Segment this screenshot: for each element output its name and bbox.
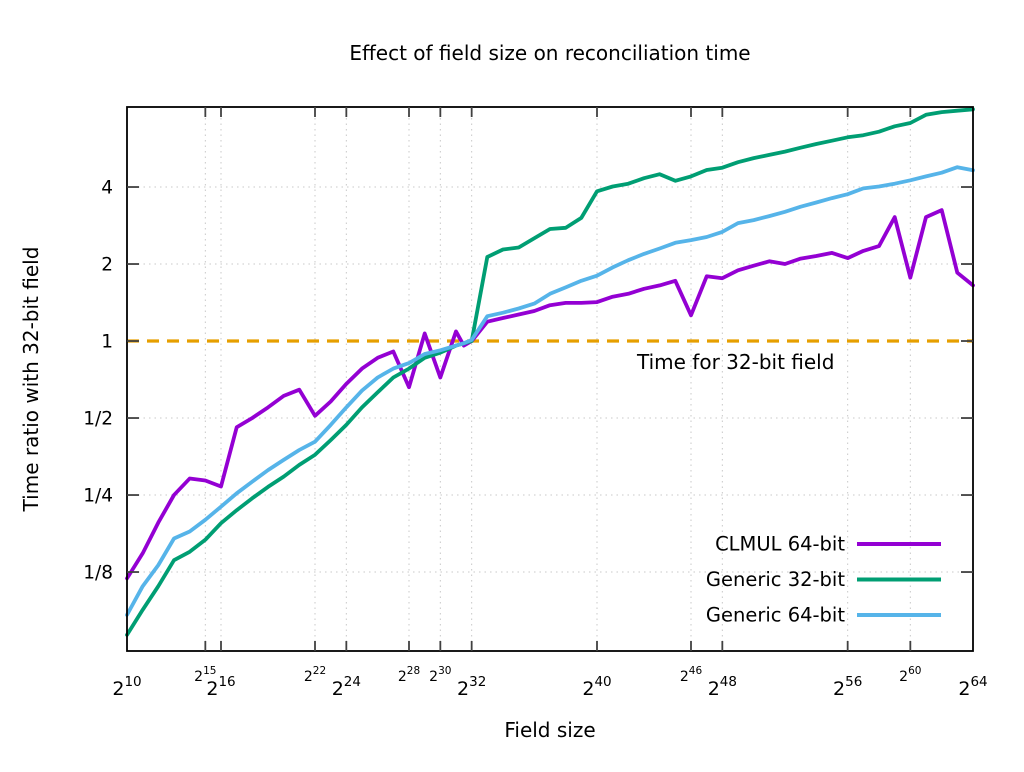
x-tick-label-2^24: 224 [332,674,361,700]
x-tick-labels: 210 216 224 232 240 248 256 264 215 222 228 230 246 2… [112,665,987,700]
x-axis-title: Field size [504,718,595,742]
x-tick-label-2^48: 248 [708,674,737,700]
legend: CLMUL 64-bit Generic 32-bit Generic 64-bit [706,533,941,627]
x-tick-label-2^56: 256 [833,674,862,700]
grid-layer [127,107,973,651]
x-minor-label-2^60: 260 [899,665,921,685]
legend-item-generic-32-bit: Generic 32-bit [706,568,941,591]
y-tick-label-1/4: 1/4 [83,486,113,507]
series-line-generic-64-bit [125,165,975,617]
x-tick-label-2^10: 210 [112,674,141,700]
x-minor-label-2^30: 230 [429,665,451,685]
y-tick-labels: 4 2 1 1/2 1/4 1/8 [83,178,113,584]
y-tick-label-1/2: 1/2 [83,409,113,430]
series-line-generic-32-bit [125,107,975,637]
series-line-clmul-64-bit [125,208,975,581]
plot-border [126,106,974,652]
x-minor-label-2^46: 246 [680,665,703,685]
x-tick-label-2^64: 264 [958,674,987,700]
y-tick-label-2: 2 [101,255,113,276]
plot-frame-layer [126,106,974,652]
legend-item-generic-64-bit: Generic 64-bit [706,604,941,627]
y-axis-title: Time ratio with 32-bit field [19,247,43,513]
y-tick-label-1: 1 [101,332,113,353]
chart-title: Effect of field size on reconciliation t… [349,41,750,65]
legend-label: Generic 64-bit [706,604,845,627]
reference-line-label: Time for 32-bit field [636,350,834,374]
legend-label: CLMUL 64-bit [715,533,845,556]
x-tick-label-2^40: 240 [582,674,611,700]
x-tick-label-2^16: 216 [206,674,235,700]
x-tick-label-2^32: 232 [457,674,486,700]
legend-label: Generic 32-bit [706,568,845,591]
series-layer [125,107,975,637]
x-minor-label-2^15: 215 [194,665,216,685]
y-tick-label-4: 4 [101,178,113,199]
legend-item-clmul-64-bit: CLMUL 64-bit [715,533,941,556]
ticks-layer [127,107,973,651]
y-tick-label-1/8: 1/8 [83,563,113,584]
x-minor-label-2^22: 222 [304,665,326,685]
x-minor-label-2^28: 228 [398,665,420,685]
